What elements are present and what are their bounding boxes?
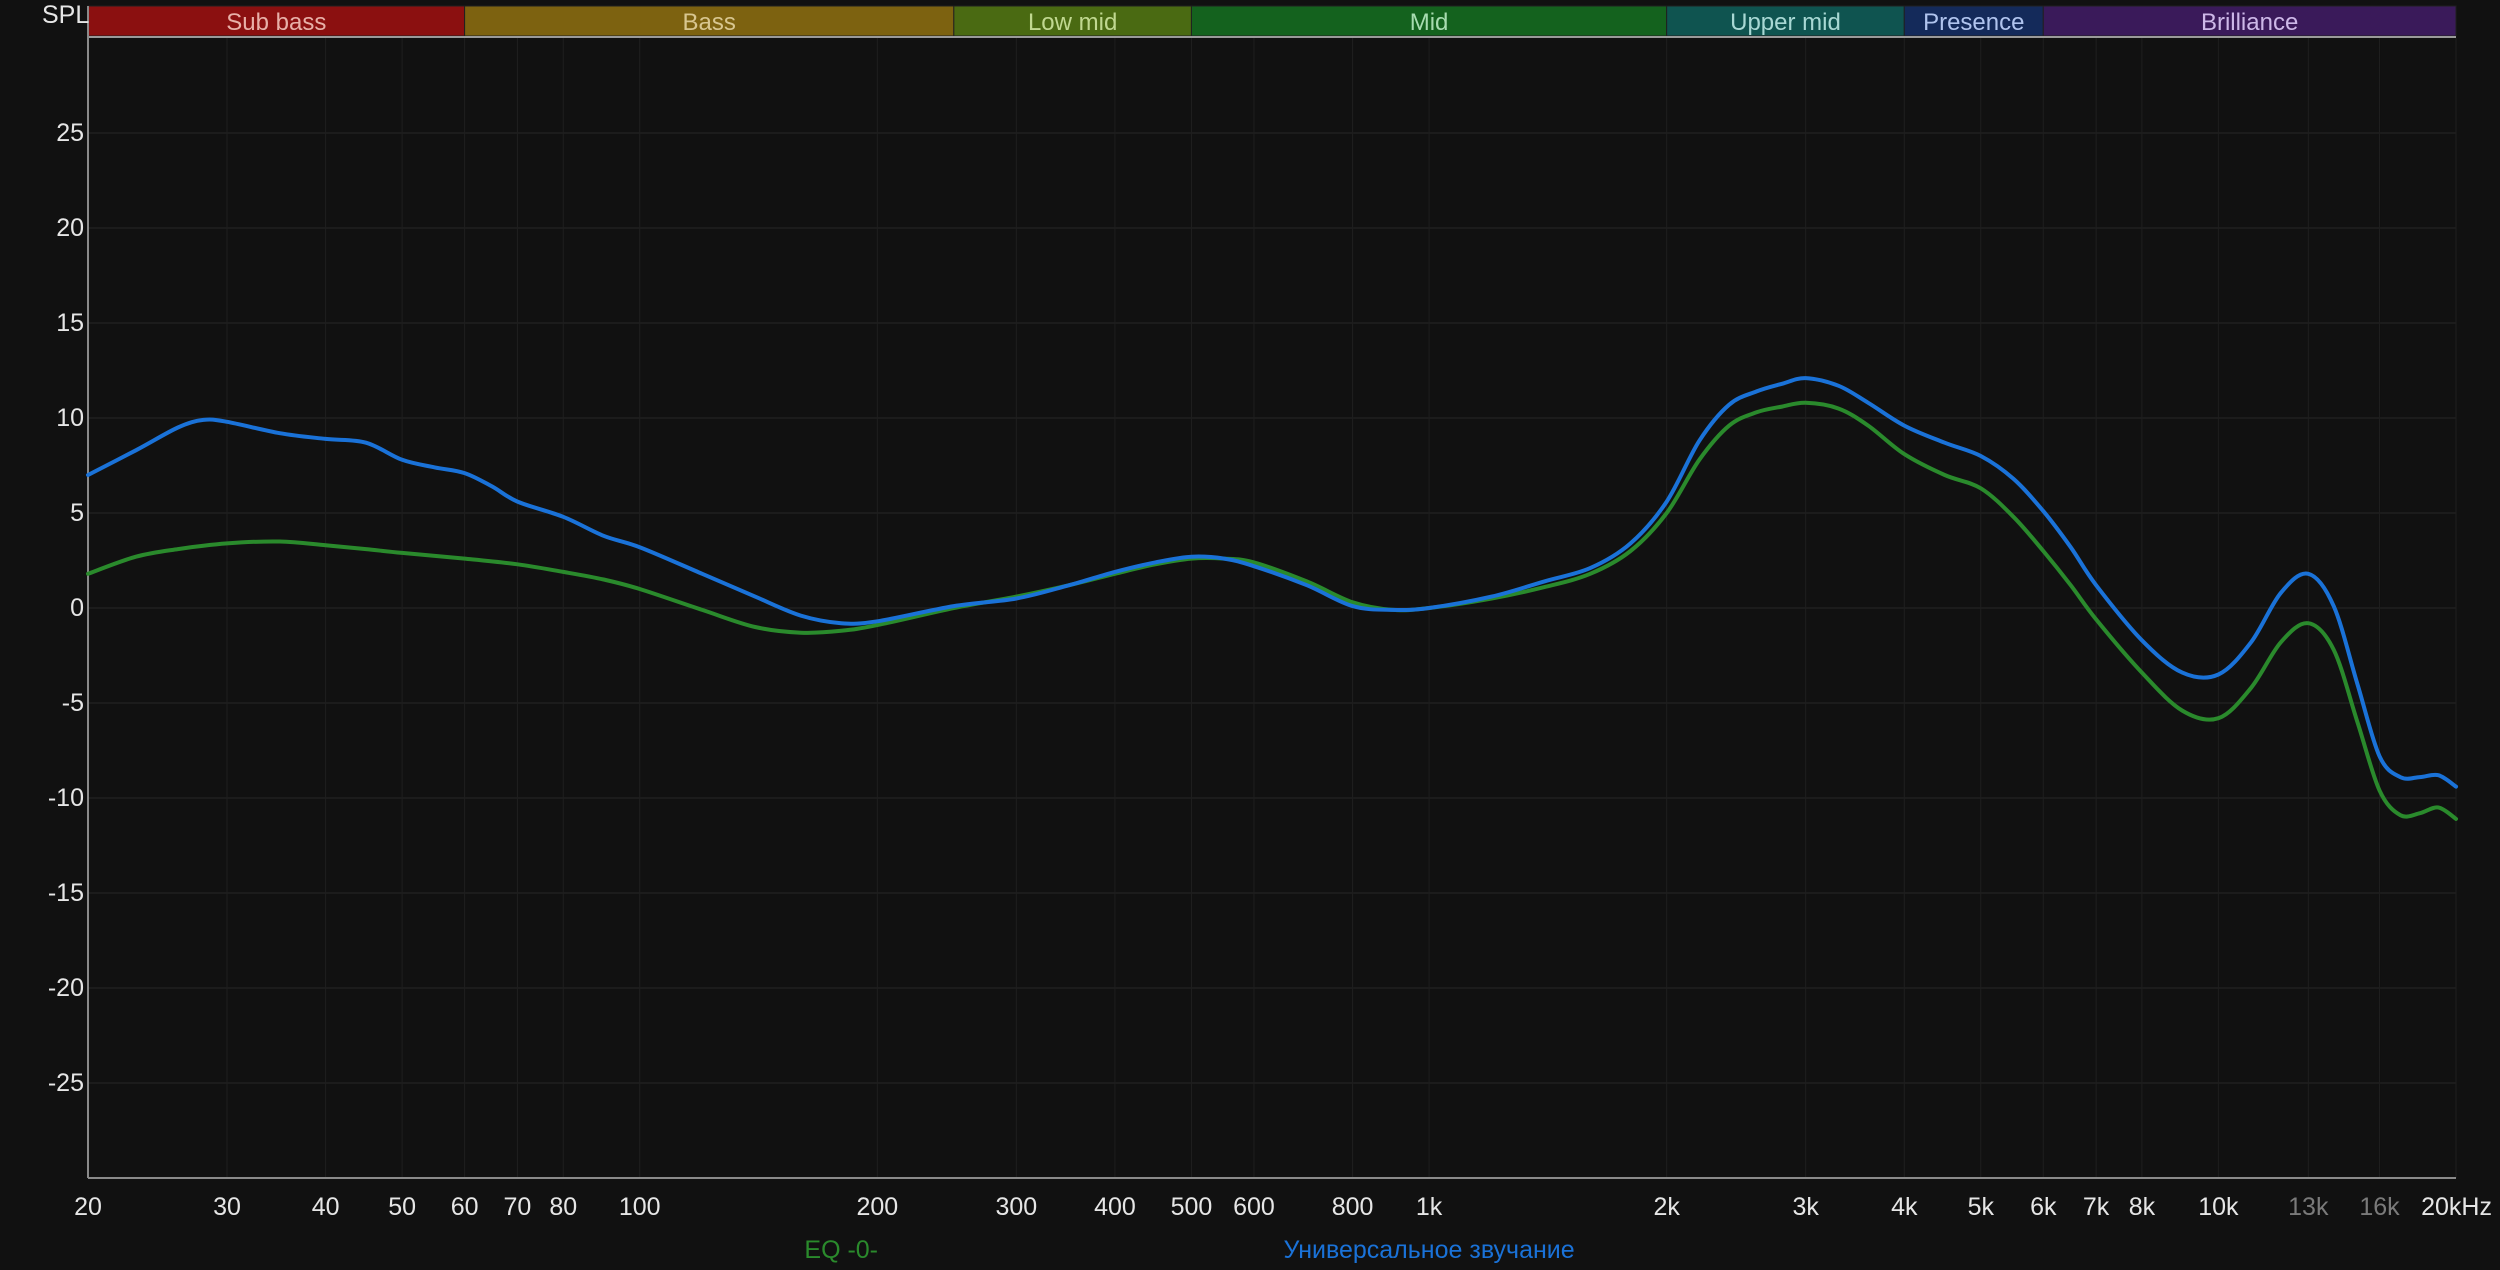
- band-label: Low mid: [1028, 9, 1117, 36]
- band-label: Presence: [1923, 9, 2024, 36]
- x-tick-label: 5k: [1968, 1193, 1995, 1221]
- y-axis-label: SPL: [42, 1, 89, 29]
- series-line: [86, 376, 2458, 789]
- y-tick-label: 0: [70, 594, 84, 622]
- legend-entry: EQ -0-: [804, 1236, 878, 1264]
- y-tick-labels: 25 20 15 10 5 0 -5 -10 -15 -20 -25: [48, 119, 84, 1097]
- x-tick-label: 300: [995, 1193, 1037, 1221]
- x-tick-label: 6k: [2030, 1193, 2057, 1221]
- x-tick-label: 200: [856, 1193, 898, 1221]
- x-tick-label: 400: [1094, 1193, 1136, 1221]
- band-segment: [1666, 5, 1905, 37]
- x-tick-label: 800: [1332, 1193, 1374, 1221]
- y-tick-label: -25: [48, 1069, 84, 1097]
- band-label: Bass: [683, 9, 736, 36]
- legend-entry: Универсальное звучание: [1283, 1236, 1574, 1264]
- band-segment: [2042, 5, 2457, 37]
- y-tick-label: 20: [56, 214, 84, 242]
- band-label: Mid: [1410, 9, 1449, 36]
- x-tick-label: 7k: [2083, 1193, 2110, 1221]
- axes: [87, 6, 2456, 1179]
- band-segment: [1903, 5, 2044, 37]
- band-label: Brilliance: [2201, 9, 2298, 36]
- x-tick-label: 40: [312, 1193, 340, 1221]
- y-tick-label: 10: [56, 404, 84, 432]
- band-segment: [953, 5, 1192, 37]
- series-lines: [86, 376, 2458, 821]
- x-tick-label: 3k: [1792, 1193, 1819, 1221]
- x-tick-label: 2k: [1653, 1193, 1680, 1221]
- band-segment: [87, 5, 466, 37]
- x-tick-label: 60: [451, 1193, 479, 1221]
- band-label: Sub bass: [226, 9, 326, 36]
- y-tick-label: -15: [48, 879, 84, 907]
- x-tick-label: 30: [213, 1193, 241, 1221]
- x-tick-label: 1k: [1416, 1193, 1443, 1221]
- x-tick-label: 10k: [2198, 1193, 2239, 1221]
- y-tick-label: 5: [70, 499, 84, 527]
- series-line: [86, 400, 2458, 821]
- frequency-bands: Sub bass Bass Low mid Mid Upper mid Presence B…: [87, 5, 2457, 38]
- x-tick-label: 20: [74, 1193, 102, 1221]
- x-tick-labels: 20 30 40 50 60 70 80 100 200 300 400 500 600 800 1k 2k 3…: [74, 1193, 2492, 1221]
- x-tick-label: 13k: [2288, 1193, 2329, 1221]
- y-tick-label: 25: [56, 119, 84, 147]
- x-tick-label: 70: [504, 1193, 532, 1221]
- x-tick-label: 600: [1233, 1193, 1275, 1221]
- y-tick-label: 15: [56, 309, 84, 337]
- x-tick-label: 100: [619, 1193, 661, 1221]
- x-tick-label: 50: [388, 1193, 416, 1221]
- x-tick-label: 4k: [1891, 1193, 1918, 1221]
- band-label: Upper mid: [1730, 9, 1841, 36]
- y-tick-label: -10: [48, 784, 84, 812]
- y-tick-label: -20: [48, 974, 84, 1002]
- band-segment: [1190, 5, 1668, 37]
- x-tick-label: 8k: [2129, 1193, 2156, 1221]
- x-tick-label: 20kHz: [2421, 1193, 2492, 1221]
- y-tick-label: -5: [62, 689, 84, 717]
- x-tick-label: 500: [1171, 1193, 1213, 1221]
- legend: EQ -0- Универсальное звучание: [804, 1236, 1574, 1264]
- x-tick-label: 80: [549, 1193, 577, 1221]
- x-tick-label: 16k: [2359, 1193, 2400, 1221]
